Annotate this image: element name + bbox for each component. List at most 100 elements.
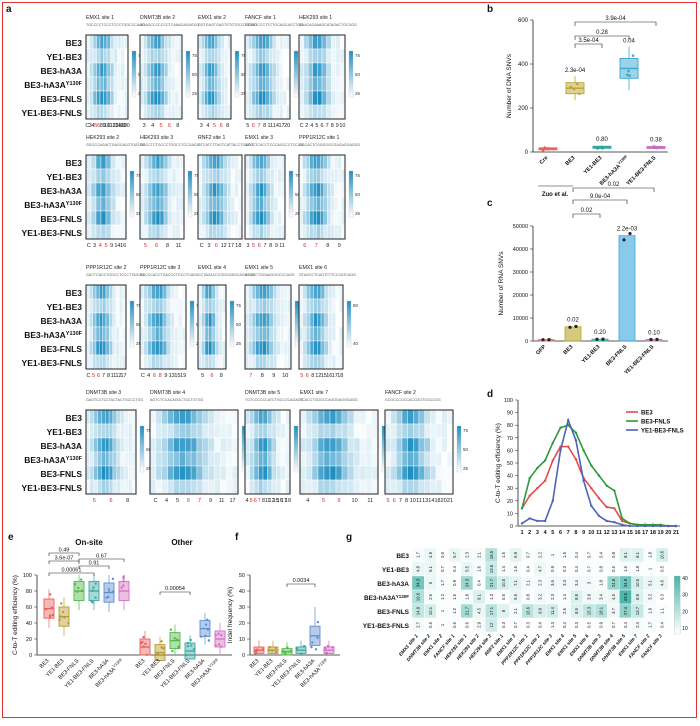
heatmap-tick: 9: [103, 123, 106, 129]
heatmap-tick: 8: [107, 373, 110, 379]
panel-letter-f: f: [235, 532, 239, 543]
data-point: [160, 646, 163, 649]
row-label: BE3-hA3A: [40, 316, 82, 326]
heatmap-tick: 9: [338, 243, 341, 249]
heatmap-title: FANCF site 2: [385, 390, 416, 396]
bracket: [572, 187, 655, 192]
g-cell-value: 2.7: [416, 621, 421, 627]
x-tick-label: 21: [673, 530, 679, 536]
heatmap-tick: 7: [258, 498, 261, 504]
g-cell-value: 0.3: [501, 621, 506, 627]
data-point: [595, 337, 599, 341]
data-point: [61, 610, 65, 614]
heatmap-tick: 6: [303, 243, 306, 249]
heatmap-tick: 7: [263, 243, 266, 249]
series-point: [574, 431, 578, 434]
heatmap-tick: 17: [229, 498, 235, 504]
g-cell-value: 5: [428, 581, 433, 584]
heatmap-tick: 21: [447, 498, 453, 504]
heatmap-13: EMX1 site 5ACGCCTGGAAGGGCCCAGG789108040: [244, 265, 307, 379]
panel-letter-a: a: [6, 4, 12, 15]
heatmap-tick: 12: [221, 243, 227, 249]
y-tick-label: 600: [518, 18, 529, 24]
data-point: [598, 146, 602, 149]
g-cell-value: 4.5: [611, 593, 616, 599]
bracket: [574, 35, 630, 40]
data-point: [142, 635, 145, 639]
data-point: [544, 147, 547, 150]
panel-letter-e: e: [8, 532, 14, 543]
p-annotation: 0.38: [650, 138, 662, 144]
y-tick-label: 80: [507, 423, 513, 429]
g-cell-value: 4.6: [660, 579, 665, 585]
heatmap-tick: 6: [155, 243, 158, 249]
data-point: [631, 54, 635, 57]
row-label: BE3: [65, 413, 82, 423]
heatmap-tick: 12: [115, 373, 121, 379]
g-cell-value: 0.5: [428, 621, 433, 627]
heatmap-tick: 6: [168, 123, 171, 129]
data-point: [51, 613, 54, 617]
row-label: YE1-BE3: [47, 172, 83, 182]
heatmap-tick: 7: [249, 373, 252, 379]
y-tick-label: 70: [507, 436, 513, 442]
g-row-label: BE3-hA3AY130F: [364, 594, 409, 602]
bracket-label: 9.0e-04: [590, 194, 611, 200]
bracket: [574, 43, 603, 48]
heatmap-seq: GAACACAAAGCATAGACTGCGGG: [299, 23, 357, 27]
data-point: [77, 586, 80, 590]
heatmap-seq: GGAATCCCTTCTGCAGCACCTGG: [245, 23, 303, 27]
data-point: [76, 590, 79, 593]
heatmap-6: HEK293 site 3 GGCCTCTGCCCTGGCCTCCGAGG 5 6 8 1…: [139, 135, 200, 249]
colorbar-tick: 75: [194, 173, 200, 178]
heatmap-tick: 11: [176, 243, 182, 249]
heatmap-tick: 11: [111, 373, 117, 379]
row-label: BE3-hA3AY130F: [24, 330, 82, 340]
heatmap-seq: GTAGCCTCAGTCTTCCCATCAGG: [299, 273, 356, 277]
x-tick-label: 11: [596, 530, 602, 536]
g-cell-value: 0.4: [525, 565, 530, 571]
series-point: [574, 458, 578, 461]
g-cell-value: 0.7: [611, 621, 616, 627]
heatmap-tick: 10: [282, 373, 288, 379]
data-point: [214, 644, 217, 647]
g-cell-value: 5.5: [464, 565, 469, 571]
p-annotation: 2.3e-04: [565, 68, 586, 74]
g-cell-value: 0.5: [660, 565, 665, 571]
heatmap-tick: 9: [209, 498, 212, 504]
g-cell-value: 3.4: [599, 593, 604, 599]
g-cell-value: 0.5: [501, 593, 506, 599]
heatmap-tick: 13: [112, 123, 118, 129]
heatmap-title: EMX1 site 1: [86, 15, 114, 21]
g-cell-value: 1.3: [550, 621, 555, 627]
heatmap-11: PPP1R12C site 3 GACCCACCTGACCCTGCCTCAGG C 4…: [139, 265, 202, 379]
g-cell-value: 1.4: [562, 593, 567, 599]
heatmap-tick: 6: [393, 498, 396, 504]
heatmap-tick: 19: [180, 373, 186, 379]
heatmap-colorbar: [185, 50, 191, 98]
g-cell-value: 0.4: [477, 579, 482, 585]
colorbar-tick: 25: [146, 466, 152, 471]
heatmap-tick: 5: [159, 123, 162, 129]
g-cell-value: 3.9: [586, 593, 591, 599]
heatmap-border: [244, 34, 291, 120]
series-point: [567, 418, 570, 422]
data-point: [204, 634, 207, 637]
heatmap-tick: 14: [115, 123, 121, 129]
data-point: [171, 649, 174, 653]
y-tick-label: 0: [242, 653, 245, 659]
g-cell-value: 1: [550, 553, 555, 556]
colorbar-tick: 50: [136, 192, 142, 197]
series-point: [582, 449, 585, 452]
y-axis-label: Number of DNA SNVs: [506, 53, 513, 118]
g-cell-value: 2.3: [538, 579, 543, 585]
data-point: [316, 620, 320, 624]
heatmap-tick: 6: [215, 243, 218, 249]
g-cell-value: 8.1: [635, 551, 640, 557]
heatmap-tick: 14: [114, 243, 120, 249]
heatmap-border: [139, 154, 185, 240]
g-cell-value: 1.6: [477, 565, 482, 571]
data-point: [107, 588, 111, 591]
